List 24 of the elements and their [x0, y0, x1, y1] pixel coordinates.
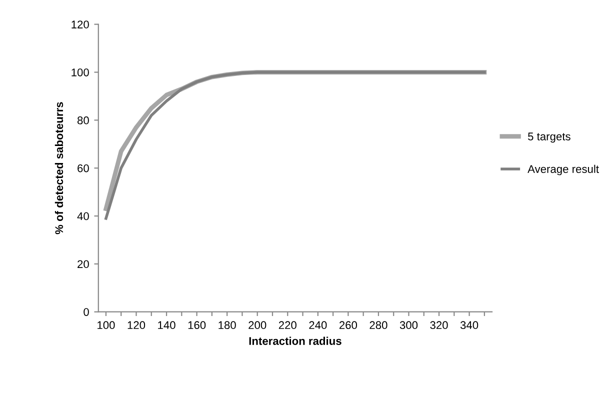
x-tick-label: 320	[430, 321, 448, 330]
x-tick-label: 200	[248, 321, 266, 330]
legend-label: Average result	[528, 164, 599, 176]
x-tick-label: 340	[460, 321, 478, 330]
x-tick-label: 240	[309, 321, 327, 330]
x-tick-label: 280	[370, 321, 388, 330]
y-tick-label: 40	[77, 212, 89, 220]
y-axis-title: % of detected saboteurrs	[54, 102, 64, 234]
x-tick-label: 120	[128, 321, 146, 330]
x-tick-label: 100	[98, 321, 115, 330]
x-tick-label: 220	[278, 321, 296, 330]
x-tick-label: 160	[188, 321, 206, 330]
x-tick-label: 180	[218, 321, 236, 330]
x-axis-title: Interaction radius	[249, 336, 342, 345]
y-tick-label: 100	[72, 68, 89, 76]
y-tick-label: 80	[77, 116, 89, 124]
legend-label: 5 targets	[528, 132, 570, 143]
y-tick-label: 20	[78, 260, 89, 268]
y-tick-label: 0	[84, 308, 89, 316]
x-tick-label: 260	[339, 321, 358, 330]
y-tick-label: 120	[72, 20, 89, 28]
y-tick-label: 60	[78, 164, 89, 172]
x-tick-label: 140	[158, 321, 176, 330]
x-tick-label: 300	[400, 321, 418, 330]
